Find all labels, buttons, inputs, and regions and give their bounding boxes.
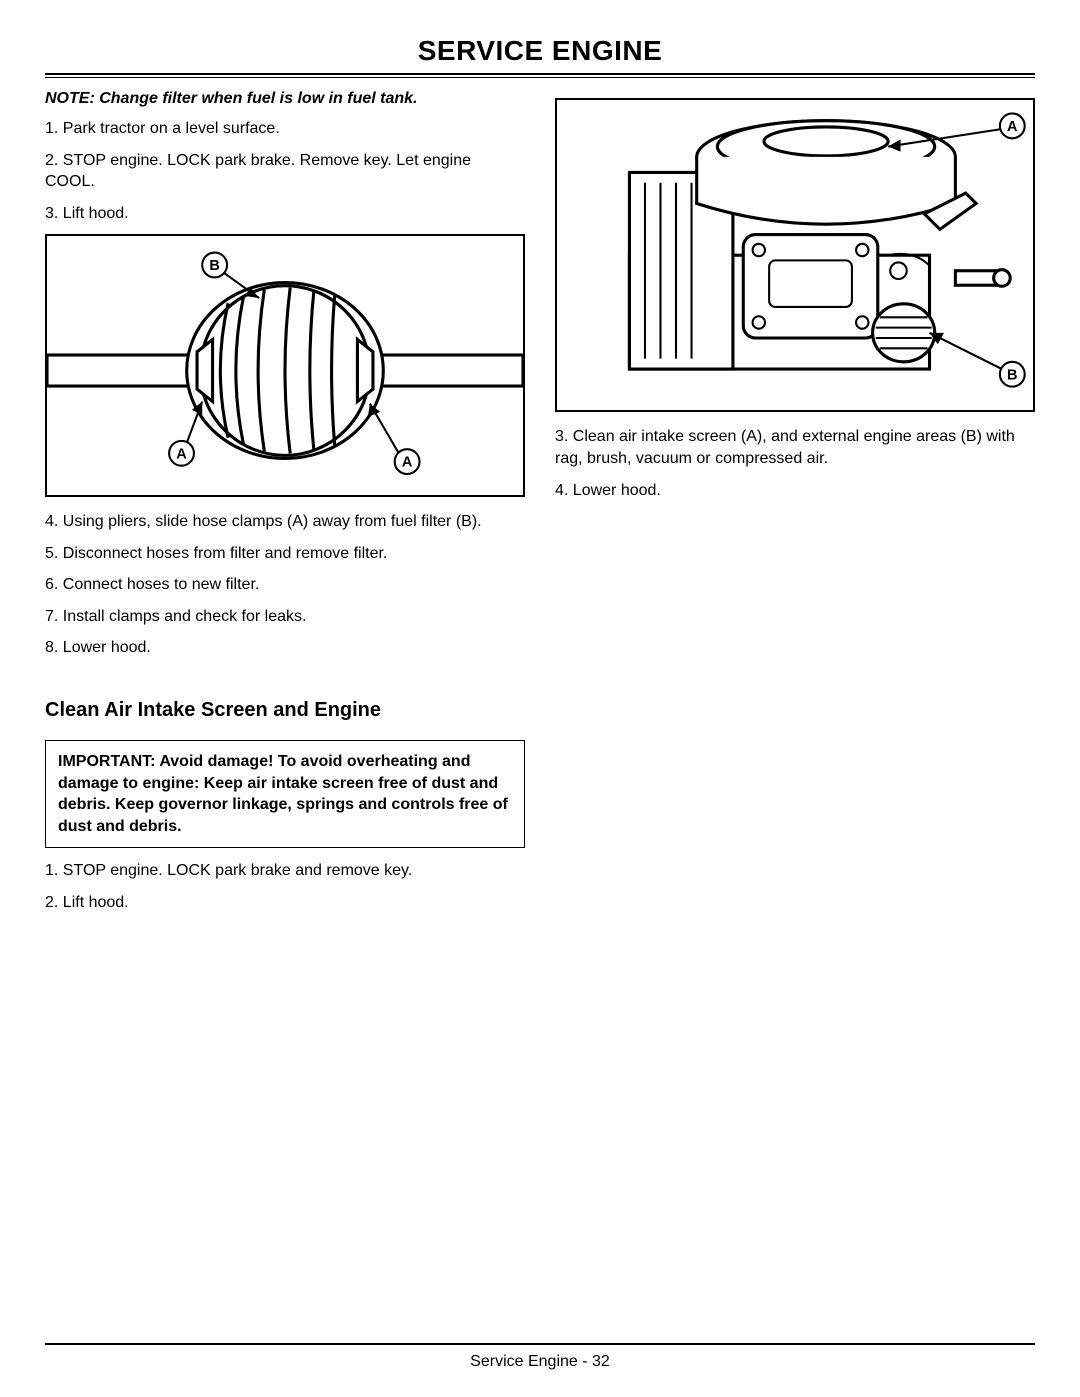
page-footer: Service Engine - 32 bbox=[0, 1353, 1080, 1371]
right-column: A B 3. Clean air intake screen (A), and … bbox=[555, 90, 1035, 924]
step-text: 1. STOP engine. LOCK park brake and remo… bbox=[45, 860, 525, 882]
step-text: 1. Park tractor on a level surface. bbox=[45, 118, 525, 140]
footer-rule bbox=[45, 1343, 1035, 1345]
important-box: IMPORTANT: Avoid damage! To avoid overhe… bbox=[45, 740, 525, 848]
label-A: A bbox=[1007, 119, 1018, 135]
label-A2: A bbox=[402, 455, 413, 471]
step-text: 4. Using pliers, slide hose clamps (A) a… bbox=[45, 511, 525, 533]
label-B: B bbox=[209, 259, 219, 275]
fuel-filter-diagram: B A A bbox=[47, 236, 523, 495]
left-column: NOTE: Change filter when fuel is low in … bbox=[45, 90, 525, 924]
title-rule bbox=[45, 73, 1035, 78]
engine-diagram: A B bbox=[557, 100, 1033, 410]
step-text: 7. Install clamps and check for leaks. bbox=[45, 606, 525, 628]
step-text: 3. Lift hood. bbox=[45, 203, 525, 225]
figure-engine: A B bbox=[555, 98, 1035, 412]
step-text: 5. Disconnect hoses from filter and remo… bbox=[45, 543, 525, 565]
subheading: Clean Air Intake Screen and Engine bbox=[45, 699, 525, 722]
note-text: NOTE: Change filter when fuel is low in … bbox=[45, 90, 525, 108]
label-A1: A bbox=[176, 447, 187, 463]
step-text: 2. STOP engine. LOCK park brake. Remove … bbox=[45, 150, 525, 193]
step-text: 4. Lower hood. bbox=[555, 480, 1035, 502]
figure-fuel-filter: B A A bbox=[45, 234, 525, 497]
step-text: 2. Lift hood. bbox=[45, 892, 525, 914]
content-columns: NOTE: Change filter when fuel is low in … bbox=[45, 90, 1035, 924]
step-text: 3. Clean air intake screen (A), and exte… bbox=[555, 426, 1035, 469]
label-B: B bbox=[1007, 367, 1017, 383]
step-text: 6. Connect hoses to new filter. bbox=[45, 574, 525, 596]
page-title: SERVICE ENGINE bbox=[45, 35, 1035, 73]
step-text: 8. Lower hood. bbox=[45, 637, 525, 659]
page-container: SERVICE ENGINE NOTE: Change filter when … bbox=[0, 0, 1080, 1397]
